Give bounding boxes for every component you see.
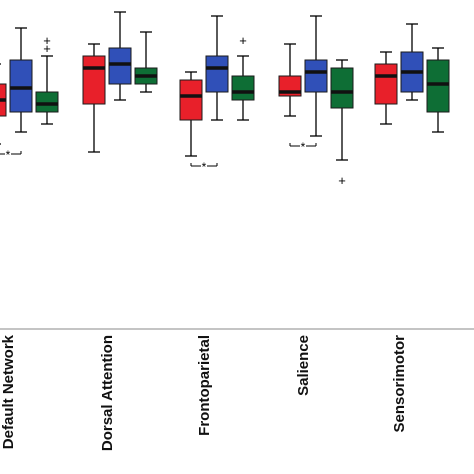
iqr-box: [426, 59, 450, 113]
category-label-dorsal-attention: Dorsal Attention: [99, 335, 116, 451]
box-sensorimotor-2: [400, 23, 424, 101]
significance-bracket: *: [289, 140, 317, 154]
iqr-box: [108, 47, 132, 85]
iqr-box: [179, 79, 203, 121]
box-default-network-2: [9, 27, 33, 133]
significance-bracket: *: [0, 148, 22, 162]
significance-star: *: [202, 160, 207, 174]
box-frontoparietal-2: [205, 15, 229, 121]
category-labels: Default Network Dorsal Attention Frontopar…: [0, 334, 408, 451]
box-default-network-3: ++: [35, 33, 59, 125]
box-frontoparietal-3: +: [231, 33, 255, 121]
box-group-sensorimotor: [374, 23, 450, 133]
category-label-salience: Salience: [295, 335, 312, 396]
box-salience-3: +: [330, 59, 354, 188]
outlier-marker: +: [43, 41, 51, 56]
box-dorsal-attention-2: [108, 11, 132, 101]
box-dorsal-attention-1: [82, 43, 106, 153]
plot-area: ++*+*+*: [0, 11, 450, 188]
iqr-box: [35, 91, 59, 113]
iqr-box: [231, 75, 255, 101]
box-group-dorsal-attention: [82, 11, 158, 153]
category-label-frontoparietal: Frontoparietal: [196, 335, 213, 436]
iqr-box: [330, 67, 354, 109]
iqr-box: [82, 55, 106, 105]
box-dorsal-attention-3: [134, 31, 158, 93]
box-group-default-network: ++ *: [0, 27, 59, 162]
outlier-marker: +: [239, 33, 247, 48]
iqr-box: [9, 59, 33, 113]
significance-bracket: *: [190, 160, 218, 174]
box-frontoparietal-1: [179, 71, 203, 157]
category-label-default-network: Default Network: [0, 334, 17, 449]
significance-star: *: [301, 140, 306, 154]
category-label-sensorimotor: Sensorimotor: [391, 335, 408, 433]
box-default-network-1: [0, 63, 7, 145]
box-group-frontoparietal: +*: [179, 15, 255, 174]
outlier-marker: +: [43, 33, 51, 48]
iqr-box: [304, 59, 328, 93]
box-group-salience: +*: [278, 15, 354, 188]
iqr-box: [205, 55, 229, 93]
iqr-box: [374, 63, 398, 105]
box-sensorimotor-1: [374, 51, 398, 125]
significance-star: *: [6, 148, 11, 162]
box-sensorimotor-3: [426, 47, 450, 133]
box-salience-1: [278, 43, 302, 117]
outlier-marker: +: [338, 173, 346, 188]
box-salience-2: [304, 15, 328, 137]
